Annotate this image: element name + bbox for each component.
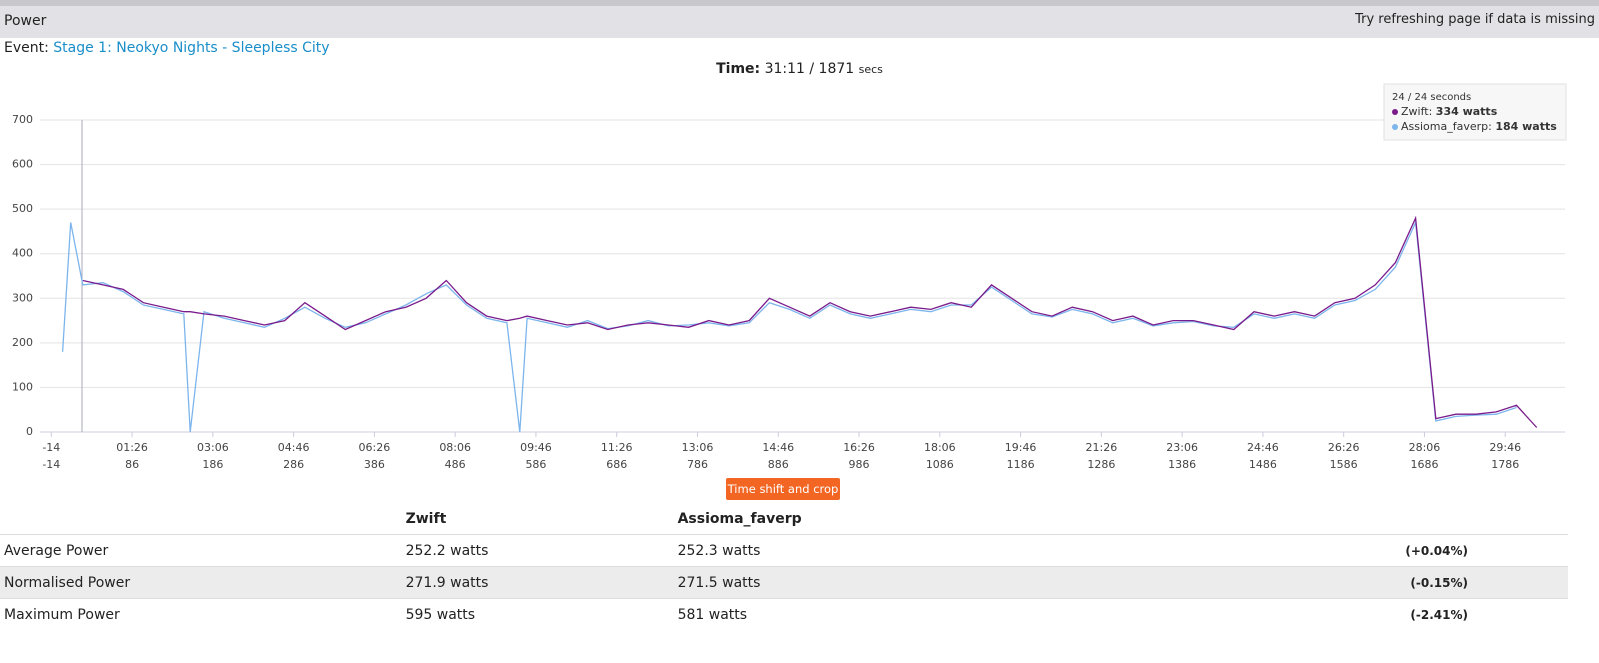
x2-tick-label: 186 xyxy=(202,458,223,471)
tooltip-value: 184 watts xyxy=(1495,120,1557,133)
tooltip-title: 24 / 24 seconds xyxy=(1392,92,1471,103)
x2-tick-label: 386 xyxy=(364,458,385,471)
x2-tick-label: 486 xyxy=(445,458,466,471)
y-tick-label: 100 xyxy=(12,380,33,393)
row-label: Maximum Power xyxy=(0,598,402,630)
x-tick-label: 09:46 xyxy=(520,441,552,454)
x-tick-label: 23:06 xyxy=(1166,441,1198,454)
x-tick-label: -14 xyxy=(42,441,60,454)
tooltip-row: Zwift: 334 watts xyxy=(1401,105,1498,118)
tooltip-swatch xyxy=(1392,124,1398,130)
time-value: 31:11 / 1871 xyxy=(764,61,855,77)
x2-tick-label: 1786 xyxy=(1491,458,1519,471)
x2-tick-label: 1186 xyxy=(1007,458,1035,471)
x-tick-label: 29:46 xyxy=(1489,441,1521,454)
x2-tick-label: 1686 xyxy=(1410,458,1438,471)
tooltip-row: Assioma_faverp: 184 watts xyxy=(1401,120,1557,133)
series-line xyxy=(82,215,1538,428)
x2-tick-label: 86 xyxy=(125,458,139,471)
top-bar xyxy=(0,0,1599,6)
x-tick-label: 03:06 xyxy=(197,441,229,454)
event-name[interactable]: Stage 1: Neokyo Nights - Sleepless City xyxy=(53,40,330,56)
col-header: Assioma_faverp xyxy=(677,511,802,527)
x-tick-label: 08:06 xyxy=(439,441,471,454)
diff: (-0.15%) xyxy=(1068,566,1568,599)
x-tick-label: 19:46 xyxy=(1005,441,1037,454)
cell: 252.2 watts xyxy=(401,534,674,567)
x-tick-label: 21:26 xyxy=(1086,441,1118,454)
cell: 595 watts xyxy=(401,598,674,630)
cell: 271.9 watts xyxy=(401,566,674,599)
x-tick-label: 01:26 xyxy=(116,441,148,454)
time: Time: 31:11 / 1871 secs xyxy=(0,61,1599,77)
tooltip-box xyxy=(1383,83,1567,141)
x-tick-label: 16:26 xyxy=(843,441,875,454)
tooltip-name: Assioma_faverp: xyxy=(1401,120,1492,133)
time-label: Time: xyxy=(716,61,761,77)
header-note: Try refreshing page if data is missing xyxy=(1355,12,1595,27)
y-tick-label: 200 xyxy=(12,336,33,349)
event: Event: Stage 1: Neokyo Nights - Sleeples… xyxy=(4,40,330,56)
col-header: Zwift xyxy=(405,511,447,527)
y-tick-label: 0 xyxy=(26,425,33,438)
x2-tick-label: 586 xyxy=(525,458,546,471)
x-tick-label: 13:06 xyxy=(682,441,714,454)
event-label: Event: xyxy=(4,40,49,56)
row-label: Normalised Power xyxy=(0,566,402,599)
row-label: Average Power xyxy=(0,534,402,567)
x2-tick-label: -14 xyxy=(42,458,60,471)
tooltip-value: 334 watts xyxy=(1436,105,1498,118)
x2-tick-label: 1586 xyxy=(1330,458,1358,471)
x-tick-label: 14:46 xyxy=(762,441,794,454)
x2-tick-label: 986 xyxy=(849,458,870,471)
x2-tick-label: 686 xyxy=(606,458,627,471)
x2-tick-label: 1386 xyxy=(1168,458,1196,471)
y-tick-label: 400 xyxy=(12,247,33,260)
cell: 271.5 watts xyxy=(673,566,1069,599)
x-tick-label: 28:06 xyxy=(1409,441,1441,454)
header: Power Try refreshing page if data is mis… xyxy=(0,6,1599,38)
cell: 581 watts xyxy=(673,598,1069,630)
y-tick-label: 300 xyxy=(12,291,33,304)
x2-tick-label: 1086 xyxy=(926,458,954,471)
y-tick-label: 700 xyxy=(12,113,33,126)
stats-table: Zwift Assioma_faverp Average Power 252.2 w… xyxy=(0,504,1568,630)
y-tick-label: 500 xyxy=(12,202,33,215)
tooltip-swatch xyxy=(1392,109,1398,115)
tooltip-name: Zwift: xyxy=(1401,105,1432,118)
x-tick-label: 18:06 xyxy=(924,441,956,454)
x-tick-label: 26:26 xyxy=(1328,441,1360,454)
x2-tick-label: 1486 xyxy=(1249,458,1277,471)
x-tick-label: 11:26 xyxy=(601,441,633,454)
x2-tick-label: 286 xyxy=(283,458,304,471)
x-tick-label: 04:46 xyxy=(278,441,310,454)
x2-tick-label: 886 xyxy=(768,458,789,471)
y-tick-label: 600 xyxy=(12,158,33,171)
x-tick-label: 24:46 xyxy=(1247,441,1279,454)
x-tick-label: 06:26 xyxy=(359,441,391,454)
time-unit: secs xyxy=(858,63,883,76)
crop-button[interactable]: Time shift and crop xyxy=(726,478,840,500)
x2-tick-label: 1286 xyxy=(1087,458,1115,471)
cell: 252.3 watts xyxy=(673,534,1069,567)
diff: (-2.41%) xyxy=(1068,598,1568,630)
diff: (+0.04%) xyxy=(1068,534,1568,567)
x2-tick-label: 786 xyxy=(687,458,708,471)
header-title: Power xyxy=(4,13,47,29)
